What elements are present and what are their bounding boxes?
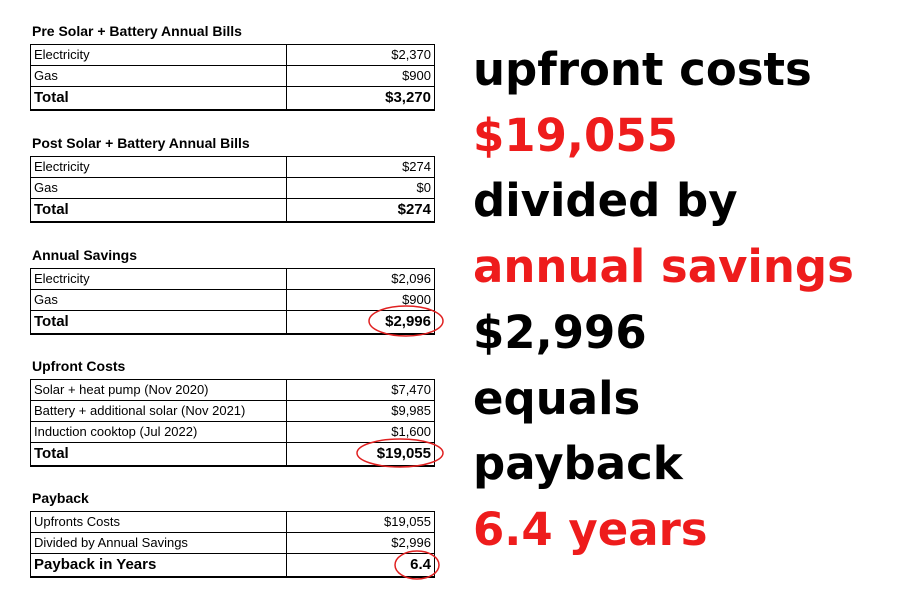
summary: upfront costs $19,055 divided by annual sav…	[473, 37, 854, 563]
row-label: Total	[30, 198, 287, 223]
table-row: Gas $900	[30, 65, 435, 87]
table-row: Total $274	[30, 198, 435, 223]
table-title: Payback	[32, 490, 89, 506]
table-row: Gas $900	[30, 289, 435, 311]
table-row: Total $2,996	[30, 310, 435, 335]
summary-line: equals	[473, 371, 641, 425]
row-value: $900	[286, 65, 435, 87]
table: Upfronts Costs $19,055 Divided by Annual S…	[30, 511, 435, 578]
row-label: Payback in Years	[30, 553, 287, 578]
summary-line: upfront costs	[473, 43, 812, 96]
row-label: Electricity	[30, 268, 287, 290]
summary-line: $2,996	[473, 305, 647, 359]
table-row: Battery + additional solar (Nov 2021) $9,…	[30, 400, 435, 422]
row-label: Electricity	[30, 156, 287, 178]
row-value: $9,985	[286, 400, 435, 422]
summary-line: divided by	[473, 174, 738, 228]
table-title: Annual Savings	[32, 247, 138, 263]
row-value: $19,055	[286, 511, 435, 533]
row-value: $900	[286, 289, 435, 311]
table-row: Total $19,055	[30, 442, 435, 467]
table-row: Electricity $2,370	[30, 44, 435, 66]
table: Electricity $274 Gas $0 Total $274	[30, 156, 435, 223]
row-label: Solar + heat pump (Nov 2020)	[30, 379, 287, 401]
table-row: Payback in Years 6.4	[30, 553, 435, 578]
row-value: $0	[286, 177, 435, 199]
row-value: $3,270	[286, 86, 435, 111]
row-label: Gas	[30, 65, 287, 87]
row-label: Total	[30, 310, 287, 335]
row-value: $2,996	[286, 310, 435, 335]
table: Electricity $2,096 Gas $900 Total $2,996	[30, 268, 435, 335]
row-value: $2,370	[286, 44, 435, 66]
row-value: $1,600	[286, 421, 435, 443]
table-row: Electricity $2,096	[30, 268, 435, 290]
row-label: Upfronts Costs	[30, 511, 287, 533]
summary-line: annual savings	[473, 240, 854, 294]
row-label: Gas	[30, 289, 287, 311]
table-row: Solar + heat pump (Nov 2020) $7,470	[30, 379, 435, 401]
table: Solar + heat pump (Nov 2020) $7,470 Batter…	[30, 379, 435, 467]
table-row: Upfronts Costs $19,055	[30, 511, 435, 533]
row-label: Divided by Annual Savings	[30, 532, 287, 554]
row-value: $7,470	[286, 379, 435, 401]
table-row: Total $3,270	[30, 86, 435, 111]
table-row: Divided by Annual Savings $2,996	[30, 532, 435, 554]
row-value: $2,096	[286, 268, 435, 290]
table-row: Induction cooktop (Jul 2022) $1,600	[30, 421, 435, 443]
row-label: Electricity	[30, 44, 287, 66]
row-value: $274	[286, 198, 435, 223]
table-row: Gas $0	[30, 177, 435, 199]
row-value: $274	[286, 156, 435, 178]
table: Electricity $2,370 Gas $900 Total $3,270	[30, 44, 435, 111]
table-title: Post Solar + Battery Annual Bills	[32, 135, 250, 151]
table-row: Electricity $274	[30, 156, 435, 178]
summary-line: $19,055	[473, 108, 678, 162]
row-label: Total	[30, 86, 287, 111]
row-label: Total	[30, 442, 287, 467]
row-label: Battery + additional solar (Nov 2021)	[30, 400, 287, 422]
summary-line: payback	[473, 437, 683, 491]
summary-line: 6.4 years	[473, 502, 708, 556]
row-value: $19,055	[286, 442, 435, 467]
row-label: Gas	[30, 177, 287, 199]
row-label: Induction cooktop (Jul 2022)	[30, 421, 287, 443]
row-value: 6.4	[286, 553, 435, 578]
table-title: Pre Solar + Battery Annual Bills	[32, 23, 242, 39]
row-value: $2,996	[286, 532, 435, 554]
table-title: Upfront Costs	[32, 358, 126, 374]
